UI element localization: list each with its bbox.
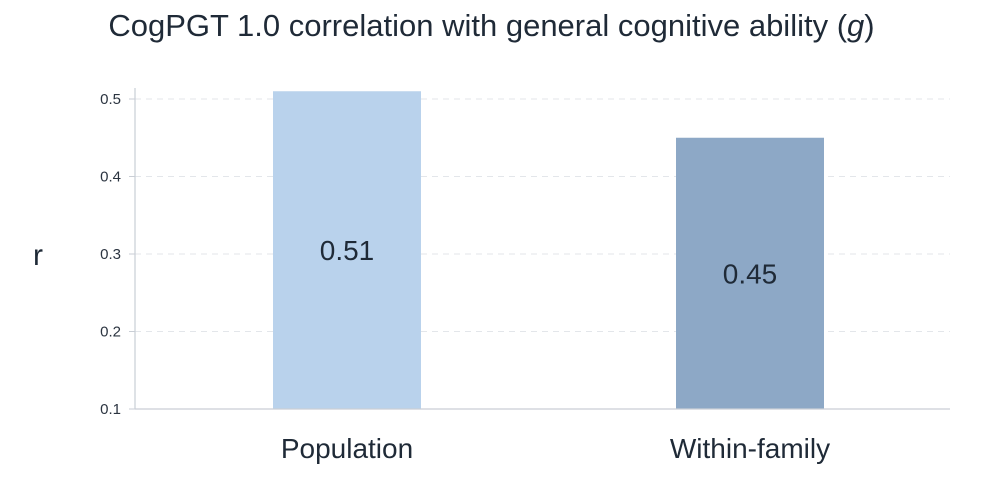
y-tick-label: 0.4 xyxy=(100,169,121,186)
y-tick-label: 0.3 xyxy=(100,246,121,263)
chart-title-main: CogPGT 1.0 correlation with general cogn… xyxy=(108,8,848,43)
y-tick-label: 0.1 xyxy=(100,401,121,418)
x-category-label: Population xyxy=(281,433,413,464)
bar-value-label: 0.51 xyxy=(320,235,375,266)
bars xyxy=(273,91,824,409)
y-tick-label: 0.5 xyxy=(100,91,121,108)
bar-population xyxy=(273,91,421,409)
chart-title-italic: g xyxy=(847,8,865,43)
y-tick-label: 0.2 xyxy=(100,324,121,341)
chart-title-end: ) xyxy=(864,8,875,43)
chart-title: CogPGT 1.0 correlation with general cogn… xyxy=(0,6,983,46)
axes xyxy=(129,88,950,410)
bar-value-label: 0.45 xyxy=(723,258,778,289)
y-axis-title: r xyxy=(33,239,43,272)
x-category-label: Within-family xyxy=(670,433,830,464)
gridlines xyxy=(135,98,950,332)
bar-within-family xyxy=(676,137,824,409)
labels: 0.1 0.2 0.3 0.4 0.5 0.51 Population 0.45 Within-… xyxy=(33,91,830,464)
